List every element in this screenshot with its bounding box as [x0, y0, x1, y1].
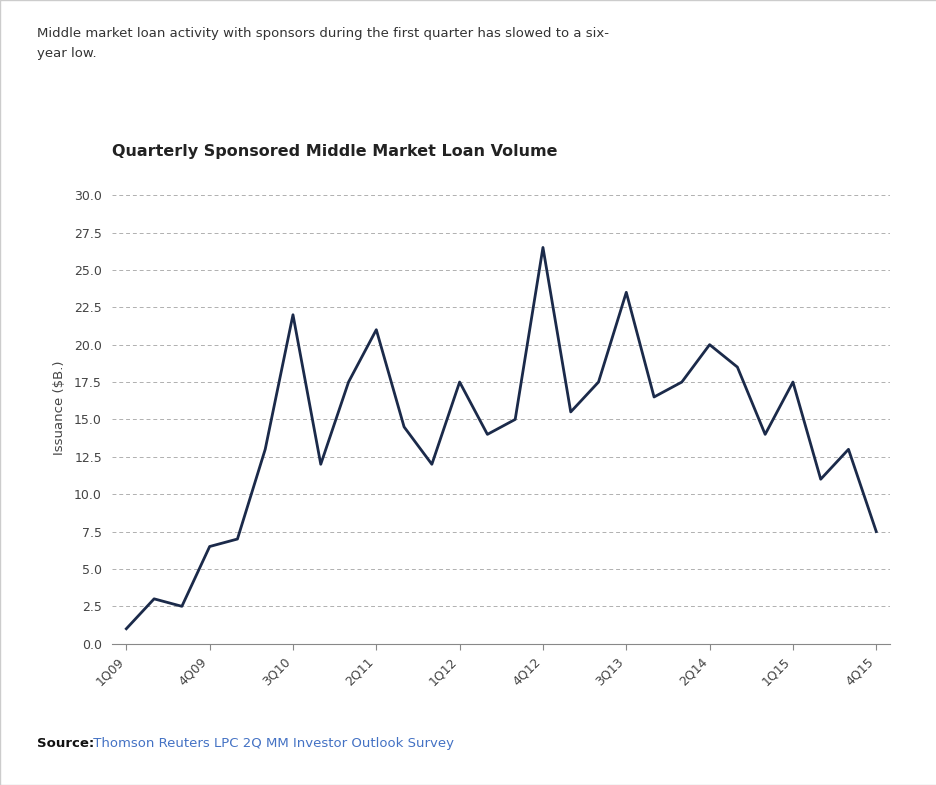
- Text: year low.: year low.: [37, 47, 97, 60]
- Text: Thomson Reuters LPC 2Q MM Investor Outlook Survey: Thomson Reuters LPC 2Q MM Investor Outlo…: [89, 736, 454, 750]
- Y-axis label: Issuance ($B.): Issuance ($B.): [52, 361, 66, 455]
- Text: Quarterly Sponsored Middle Market Loan Volume: Quarterly Sponsored Middle Market Loan V…: [112, 144, 557, 159]
- Text: Source:: Source:: [37, 736, 95, 750]
- Text: Middle market loan activity with sponsors during the first quarter has slowed to: Middle market loan activity with sponsor…: [37, 27, 608, 41]
